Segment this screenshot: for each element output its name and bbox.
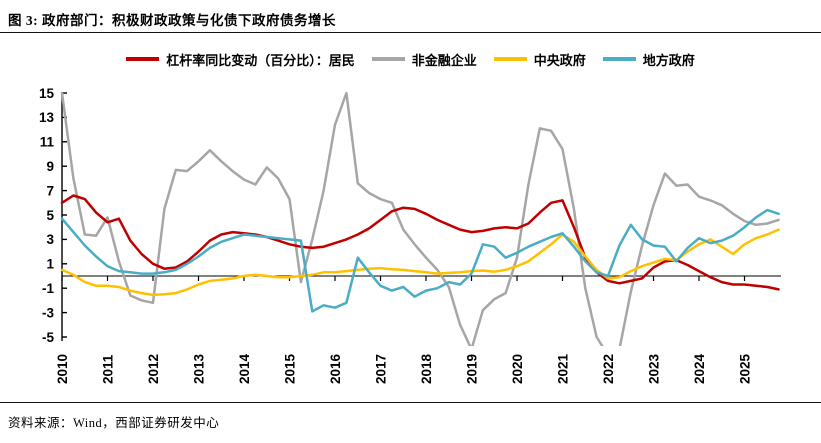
svg-text:13: 13 xyxy=(39,110,55,125)
svg-text:2022: 2022 xyxy=(601,354,616,384)
svg-text:2014: 2014 xyxy=(237,353,252,384)
svg-text:2025: 2025 xyxy=(738,353,753,384)
svg-text:2017: 2017 xyxy=(374,354,389,384)
svg-text:2018: 2018 xyxy=(419,353,434,384)
svg-text:-1: -1 xyxy=(42,281,54,296)
svg-text:-5: -5 xyxy=(42,330,54,345)
series-line-2 xyxy=(60,228,780,297)
series-line-3 xyxy=(60,208,780,313)
legend-label-nonfinancial: 非金融企业 xyxy=(411,52,477,68)
nonfinancial-line-swatch xyxy=(371,57,405,61)
legend-item-local-gov: 地方政府 xyxy=(602,50,695,69)
chart-legend: 杠杆率同比变动（百分比）：居民 非金融企业 中央政府 地方政府 xyxy=(0,49,821,69)
series-line-1 xyxy=(60,91,780,346)
households-line-swatch xyxy=(126,57,160,61)
svg-text:2012: 2012 xyxy=(146,354,161,384)
series-line-0 xyxy=(60,194,780,291)
svg-text:2024: 2024 xyxy=(692,353,707,384)
svg-text:2011: 2011 xyxy=(101,354,116,384)
source-note: 资料来源：Wind，西部证券研发中心 xyxy=(0,402,821,431)
svg-text:11: 11 xyxy=(40,135,55,150)
figure-title: 图 3: 政府部门：积极财政政策与化债下政府债务增长 xyxy=(0,0,821,33)
svg-text:5: 5 xyxy=(46,208,54,223)
svg-text:2015: 2015 xyxy=(283,353,298,384)
svg-text:-3: -3 xyxy=(42,305,54,320)
svg-text:15: 15 xyxy=(39,86,55,101)
svg-text:2016: 2016 xyxy=(328,353,343,384)
svg-text:2010: 2010 xyxy=(55,354,70,384)
svg-text:2020: 2020 xyxy=(510,354,525,384)
legend-item-nonfinancial: 非金融企业 xyxy=(371,50,477,69)
local-gov-line-swatch xyxy=(602,57,636,61)
svg-text:2019: 2019 xyxy=(465,354,480,384)
central-gov-line-swatch xyxy=(493,57,527,61)
svg-text:2023: 2023 xyxy=(647,353,662,384)
legend-item-central-gov: 中央政府 xyxy=(493,50,586,69)
legend-label-central-gov: 中央政府 xyxy=(533,52,586,68)
svg-text:3: 3 xyxy=(46,232,54,247)
svg-text:9: 9 xyxy=(46,159,54,174)
svg-text:7: 7 xyxy=(46,183,54,198)
legend-label-households: 杠杆率同比变动（百分比）：居民 xyxy=(166,52,355,68)
legend-item-households: 杠杆率同比变动（百分比）：居民 xyxy=(126,50,355,69)
svg-text:2021: 2021 xyxy=(556,353,571,384)
svg-text:1: 1 xyxy=(46,257,54,272)
legend-label-local-gov: 地方政府 xyxy=(642,52,695,68)
svg-text:2013: 2013 xyxy=(192,353,207,384)
